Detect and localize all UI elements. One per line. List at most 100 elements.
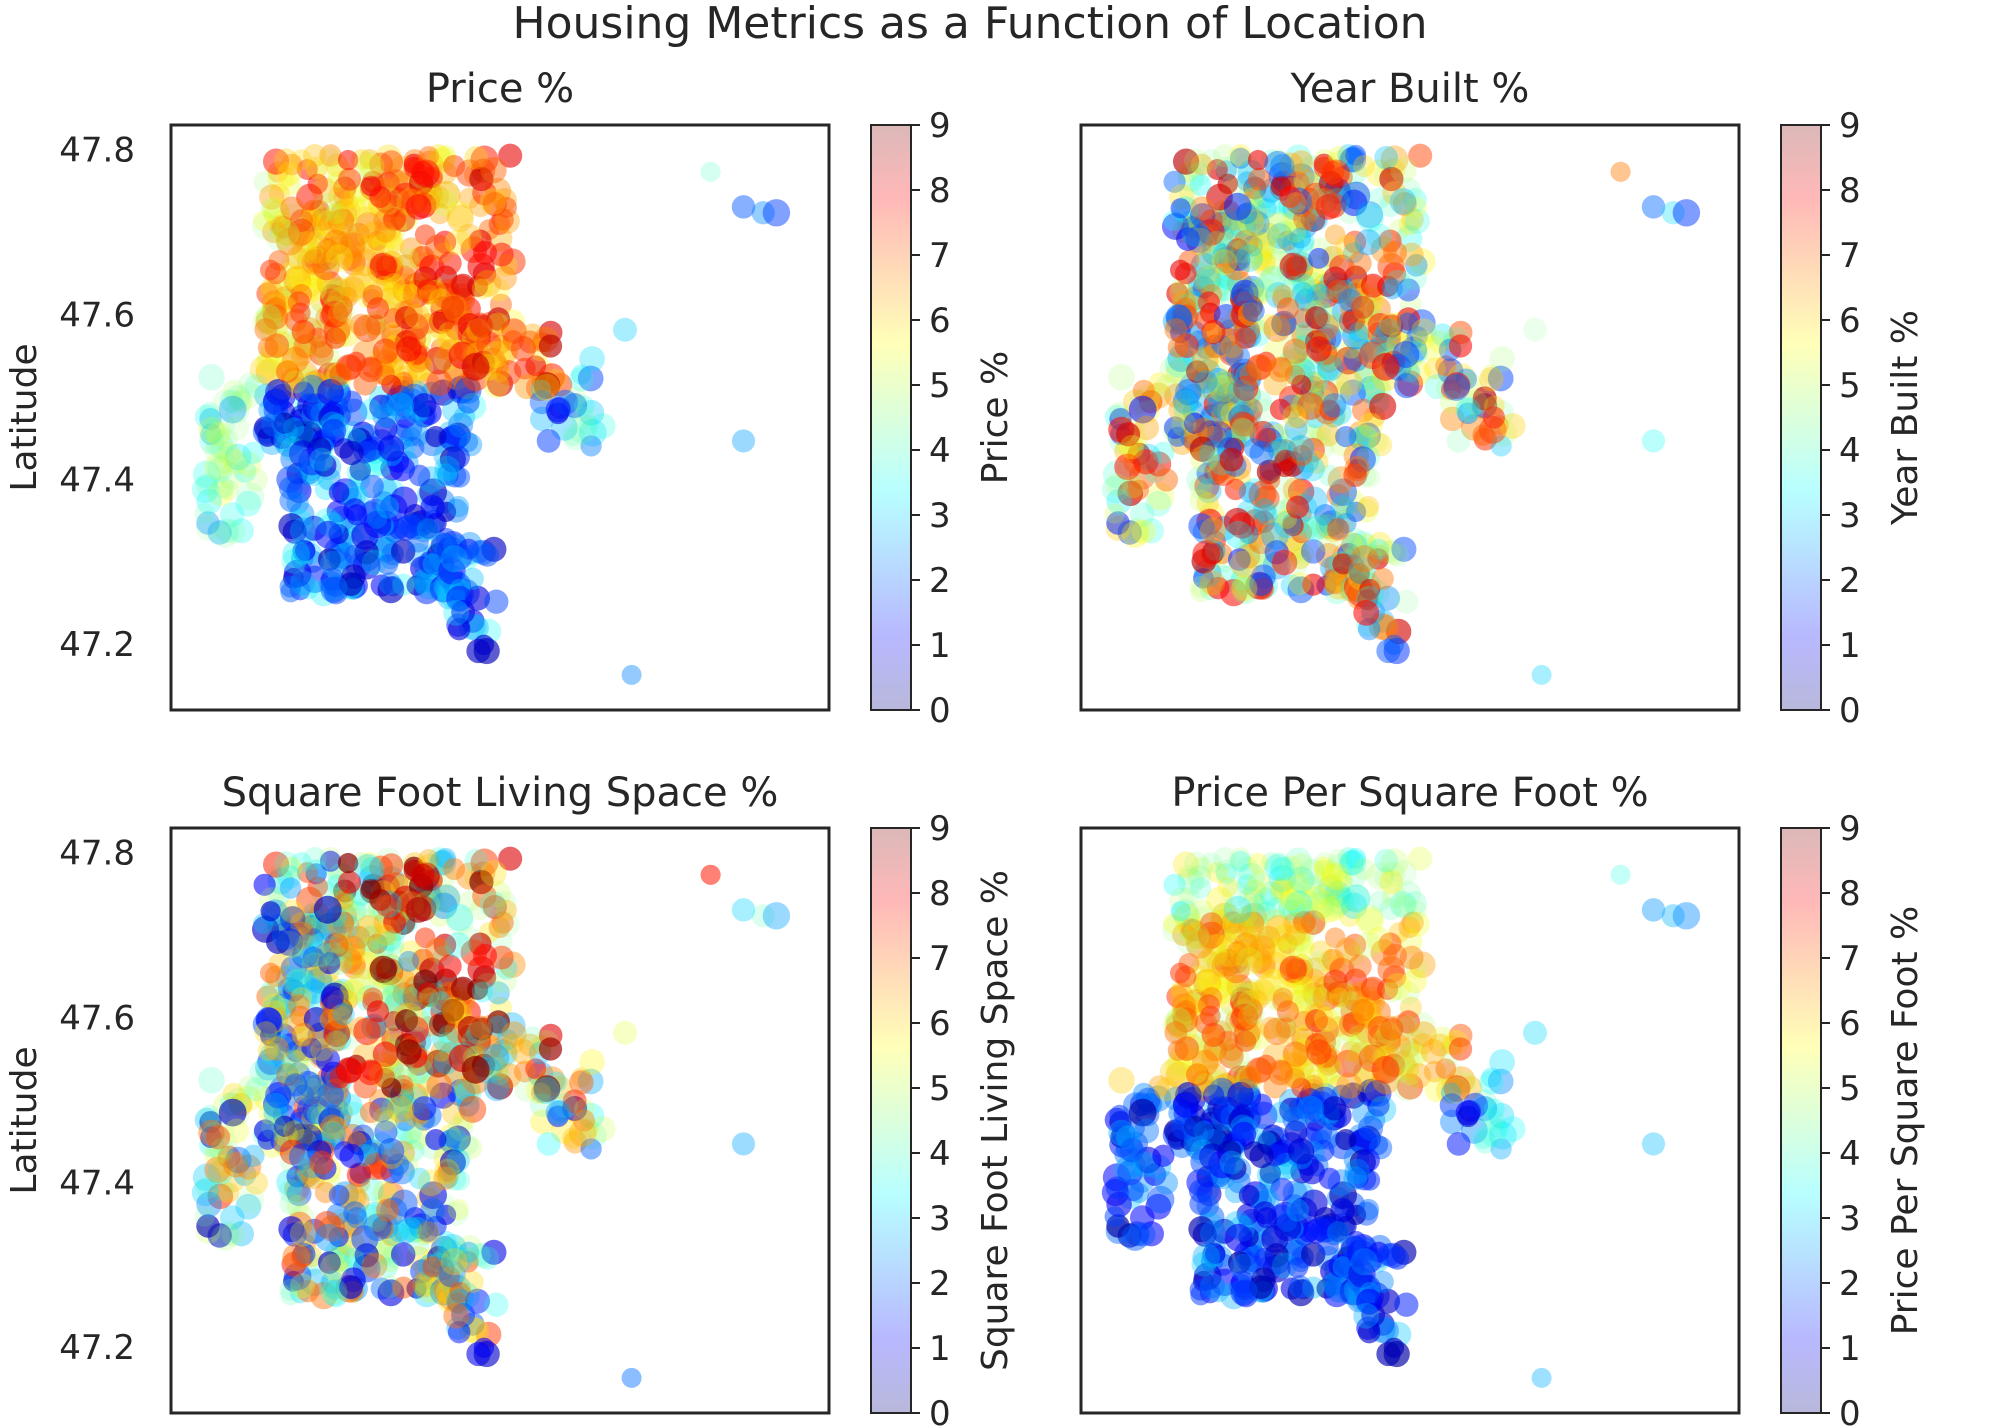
scatter-point bbox=[572, 1109, 596, 1132]
scatter-point bbox=[470, 848, 499, 877]
scatter-point bbox=[388, 1222, 409, 1243]
scatter-point bbox=[1428, 330, 1452, 354]
scatter-point bbox=[320, 1114, 346, 1140]
scatter-point bbox=[279, 1192, 303, 1216]
scatter-point bbox=[1191, 1049, 1219, 1077]
scatter-point bbox=[244, 374, 269, 399]
scatter-point bbox=[1189, 1278, 1212, 1301]
scatter-point bbox=[381, 281, 404, 305]
scatter-point bbox=[484, 589, 509, 614]
scatter-point bbox=[1177, 864, 1199, 886]
scatter-point bbox=[1279, 855, 1303, 880]
scatter-point bbox=[1367, 531, 1392, 556]
scatter-point bbox=[518, 1033, 542, 1057]
scatter-point bbox=[1369, 392, 1397, 420]
scatter-point bbox=[1286, 495, 1310, 519]
scatter-point bbox=[1154, 1077, 1179, 1102]
scatter-point bbox=[1610, 864, 1631, 885]
scatter-point bbox=[1211, 952, 1238, 979]
scatter-point bbox=[1222, 918, 1248, 945]
scatter-point bbox=[359, 1101, 382, 1124]
scatter-point bbox=[1243, 240, 1269, 266]
scatter-point bbox=[1273, 1213, 1302, 1242]
scatter-point bbox=[221, 1222, 246, 1247]
scatter-point bbox=[1523, 1020, 1547, 1045]
scatter-point bbox=[406, 1278, 427, 1299]
scatter-point bbox=[360, 153, 385, 179]
scatter-point bbox=[1145, 1193, 1172, 1220]
scatter-point bbox=[320, 941, 346, 967]
scatter-point bbox=[1171, 923, 1196, 947]
scatter-point bbox=[377, 554, 399, 575]
scatter-point bbox=[1253, 944, 1276, 966]
scatter-point bbox=[1284, 417, 1308, 441]
scatter-point bbox=[1318, 510, 1345, 537]
scatter-point bbox=[1272, 284, 1294, 305]
scatter-point bbox=[1279, 186, 1302, 208]
scatter-point bbox=[1298, 519, 1319, 540]
scatter-point bbox=[1322, 568, 1349, 595]
scatter-point bbox=[1173, 304, 1199, 330]
scatter-point bbox=[1244, 210, 1270, 236]
scatter-point bbox=[262, 313, 289, 339]
scatter-point bbox=[276, 1063, 299, 1086]
scatter-point bbox=[318, 952, 341, 975]
scatter-point bbox=[289, 1143, 317, 1171]
scatter-point bbox=[382, 273, 406, 296]
scatter-point bbox=[467, 1243, 491, 1267]
scatter-point bbox=[318, 249, 341, 272]
scatter-point bbox=[1170, 198, 1191, 219]
scatter-point bbox=[1263, 1017, 1291, 1046]
scatter-point bbox=[296, 1279, 320, 1303]
scatter-point bbox=[1380, 848, 1409, 877]
scatter-point bbox=[301, 1073, 327, 1100]
scatter-point bbox=[1198, 264, 1226, 292]
scatter-point bbox=[238, 1075, 260, 1097]
scatter-point bbox=[204, 1156, 231, 1184]
scatter-point bbox=[306, 229, 331, 254]
scatter-point bbox=[261, 196, 289, 224]
scatter-point bbox=[295, 540, 316, 561]
scatter-point bbox=[1185, 965, 1213, 993]
scatter-point bbox=[204, 453, 231, 481]
scatter-point bbox=[1259, 265, 1287, 293]
scatter-point bbox=[372, 1107, 397, 1131]
scatter-point bbox=[441, 996, 467, 1023]
scatter-point bbox=[372, 338, 399, 365]
scatter-point bbox=[1354, 422, 1381, 449]
scatter-point bbox=[1353, 1302, 1380, 1329]
scatter-point bbox=[357, 1204, 385, 1231]
scatter-point bbox=[1104, 1206, 1126, 1227]
scatter-point bbox=[1226, 941, 1249, 964]
scatter-point bbox=[213, 389, 239, 415]
scatter-point bbox=[312, 215, 338, 242]
scatter-point bbox=[1252, 955, 1276, 979]
scatter-point bbox=[291, 1022, 316, 1047]
scatter-point bbox=[1230, 411, 1256, 437]
scatter-point bbox=[342, 955, 366, 979]
scatter-point bbox=[1376, 1021, 1400, 1045]
y-tick-label: 47.8 bbox=[59, 834, 135, 874]
plot-frame bbox=[169, 123, 831, 712]
scatter-point bbox=[260, 312, 284, 335]
scatter-point bbox=[1448, 334, 1473, 358]
colorbar-tick-label: 7 bbox=[929, 236, 951, 276]
scatter-point bbox=[525, 1058, 547, 1080]
scatter-point bbox=[1256, 222, 1281, 247]
y-tick-label: 47.2 bbox=[59, 625, 135, 665]
scatter-point bbox=[1164, 318, 1188, 342]
scatter-point bbox=[1380, 145, 1409, 174]
scatter-point bbox=[376, 495, 400, 519]
scatter-point bbox=[392, 254, 418, 280]
scatter-point bbox=[207, 480, 234, 507]
scatter-point bbox=[1294, 991, 1319, 1015]
scatter-point bbox=[263, 304, 289, 330]
scatter-point bbox=[1335, 512, 1357, 534]
scatter-point bbox=[446, 907, 474, 936]
scatter-point bbox=[1270, 878, 1292, 900]
scatter-point bbox=[443, 154, 466, 178]
scatter-point bbox=[1479, 1070, 1504, 1095]
scatter-point bbox=[1641, 898, 1666, 922]
scatter-point bbox=[1171, 979, 1192, 1000]
scatter-point bbox=[580, 435, 602, 457]
